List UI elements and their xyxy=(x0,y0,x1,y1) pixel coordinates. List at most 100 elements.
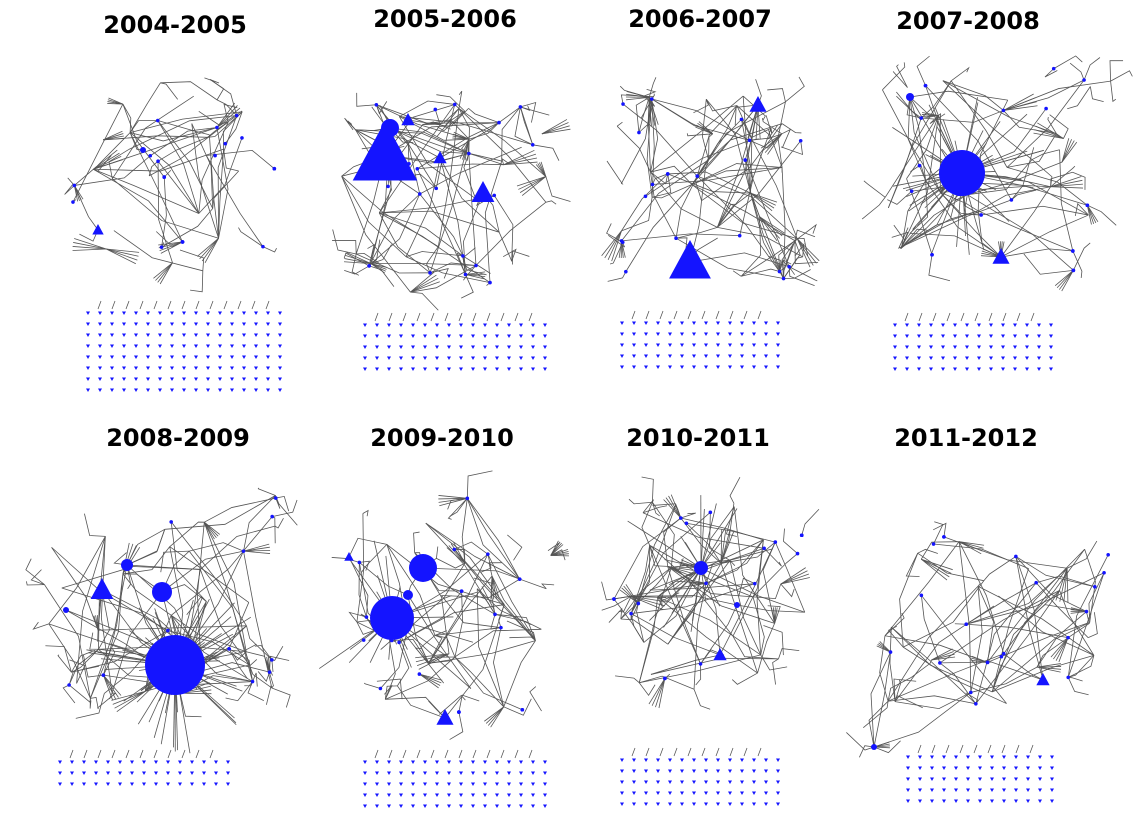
edge xyxy=(405,157,441,257)
edge xyxy=(344,261,372,265)
edge xyxy=(896,64,908,88)
edge xyxy=(384,684,393,700)
node xyxy=(1066,675,1071,680)
node xyxy=(992,248,1010,264)
edge xyxy=(932,312,937,322)
edge xyxy=(458,312,463,322)
edge xyxy=(1089,86,1104,102)
edge xyxy=(977,210,1002,258)
edge xyxy=(732,539,764,637)
isolated-node xyxy=(632,365,636,369)
edge xyxy=(954,623,967,625)
isolated-node xyxy=(764,758,768,762)
panel-title: 2011-2012 xyxy=(894,424,1038,452)
isolated-node xyxy=(122,388,126,392)
edge xyxy=(729,560,762,656)
isolated-node xyxy=(692,343,696,347)
edge xyxy=(161,550,244,593)
isolated-node xyxy=(656,365,660,369)
isolated-node xyxy=(989,356,993,360)
edge xyxy=(1110,70,1133,82)
node xyxy=(270,658,274,662)
isolated-node xyxy=(543,345,547,349)
node xyxy=(749,96,767,112)
isolated-node xyxy=(158,333,162,337)
edge xyxy=(870,651,891,748)
isolated-node xyxy=(930,755,934,759)
isolated-node xyxy=(447,782,451,786)
isolated-node xyxy=(990,788,994,792)
edge xyxy=(93,148,224,172)
edge xyxy=(743,310,748,320)
edge xyxy=(454,656,523,711)
isolated-node xyxy=(94,771,98,775)
isolated-node xyxy=(206,366,210,370)
isolated-node xyxy=(954,755,958,759)
edge xyxy=(494,613,536,641)
edge xyxy=(637,504,677,604)
node xyxy=(71,200,75,204)
isolated-node xyxy=(435,323,439,327)
edge xyxy=(700,508,738,569)
edge xyxy=(1003,93,1034,111)
edge xyxy=(931,648,953,661)
isolated-node xyxy=(110,355,114,359)
edge xyxy=(991,590,1060,693)
isolated-node xyxy=(471,760,475,764)
edge xyxy=(72,248,107,251)
isolated-node xyxy=(989,345,993,349)
edge xyxy=(413,531,420,553)
edge xyxy=(651,678,666,706)
isolated-node xyxy=(363,804,367,808)
edge xyxy=(720,541,776,564)
node xyxy=(215,125,219,130)
isolated-node xyxy=(423,367,427,371)
edge xyxy=(275,495,298,526)
edge xyxy=(729,310,734,320)
isolated-node xyxy=(728,332,732,336)
edge xyxy=(620,618,669,645)
isolated-node xyxy=(519,367,523,371)
edge xyxy=(208,134,219,239)
isolated-node xyxy=(656,769,660,773)
edge xyxy=(475,201,547,266)
edge xyxy=(691,184,796,242)
edge xyxy=(873,652,891,748)
isolated-node xyxy=(531,367,535,371)
isolated-node xyxy=(170,311,174,315)
edge xyxy=(917,548,938,554)
edge xyxy=(625,184,693,272)
isolated-node xyxy=(230,333,234,337)
isolated-node xyxy=(1001,345,1005,349)
edge xyxy=(528,312,533,322)
isolated-node xyxy=(1050,755,1054,759)
isolated-node xyxy=(620,769,624,773)
isolated-node xyxy=(363,356,367,360)
isolated-node xyxy=(644,780,648,784)
isolated-node xyxy=(531,345,535,349)
edge xyxy=(112,178,219,239)
isolated-node xyxy=(620,791,624,795)
isolated-node xyxy=(764,343,768,347)
edge xyxy=(89,632,99,650)
edge xyxy=(611,230,622,262)
edge xyxy=(778,240,796,272)
edge xyxy=(126,564,201,570)
isolated-node xyxy=(106,771,110,775)
node xyxy=(708,510,713,515)
edge xyxy=(700,567,721,656)
node xyxy=(931,542,936,546)
isolated-node xyxy=(266,333,270,337)
isolated-node xyxy=(507,804,511,808)
edge xyxy=(686,133,713,137)
edge xyxy=(139,300,144,310)
edge xyxy=(512,250,530,265)
isolated-node xyxy=(917,334,921,338)
node xyxy=(397,640,401,645)
isolated-node xyxy=(375,760,379,764)
edge xyxy=(663,499,682,519)
edge xyxy=(680,517,764,541)
edge xyxy=(693,689,711,710)
edge xyxy=(223,103,238,123)
edge xyxy=(921,595,1007,704)
